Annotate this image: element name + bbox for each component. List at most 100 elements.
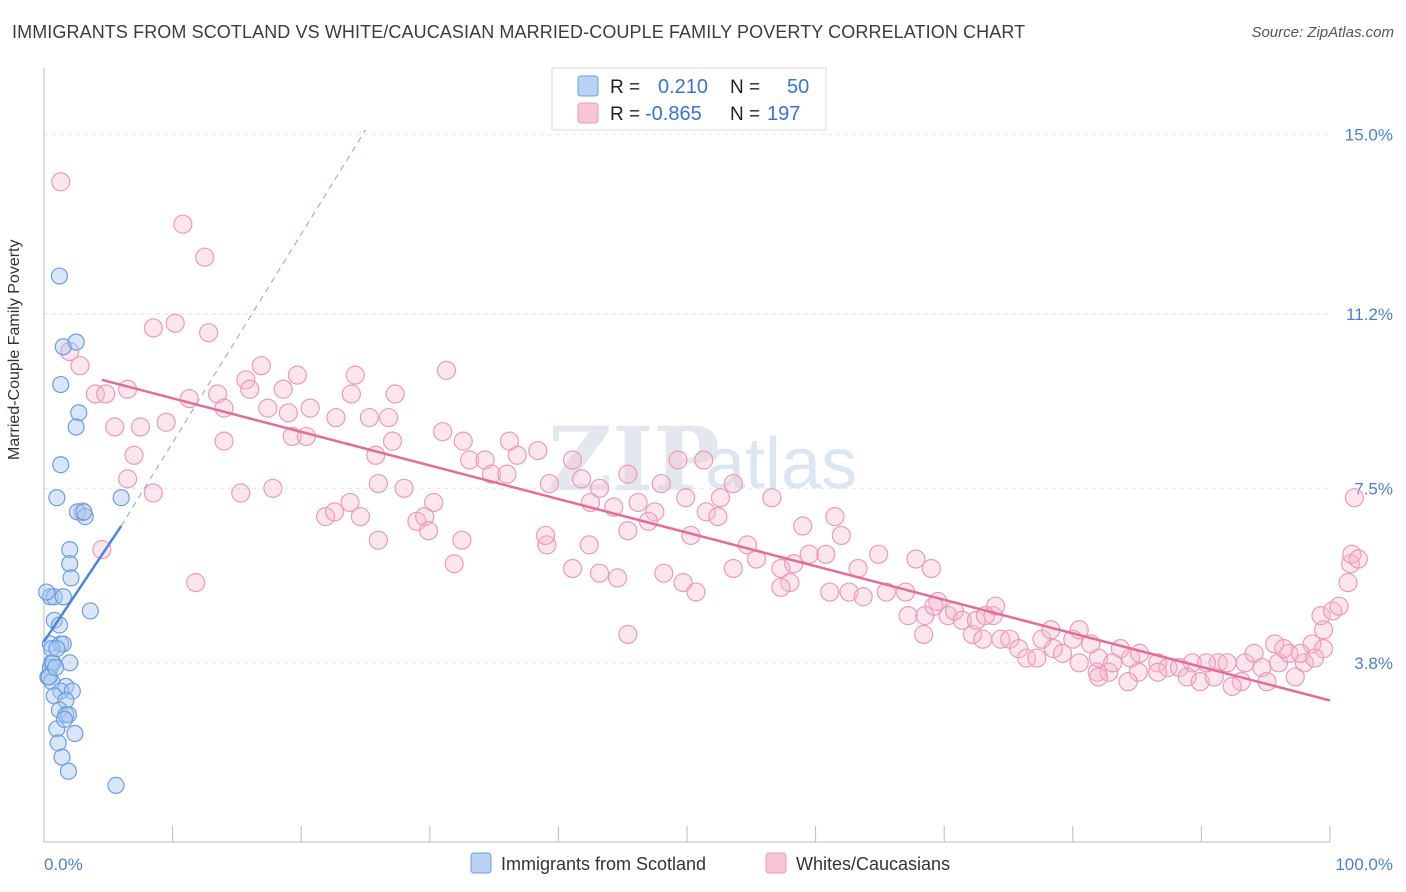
white-point-99 — [825, 506, 845, 527]
white-point-136 — [723, 558, 743, 579]
white-point-41 — [481, 464, 502, 484]
white-point-69 — [316, 506, 336, 527]
white-point-159 — [1217, 653, 1237, 673]
scotland-point-18 — [81, 602, 99, 620]
white-point-30 — [105, 417, 125, 437]
watermark-atlas: atlas — [705, 424, 857, 504]
scotland-point-43 — [59, 762, 78, 780]
white-point-104 — [839, 582, 859, 602]
white-point-181 — [1311, 606, 1331, 626]
white-point-15 — [240, 379, 260, 399]
scotland-point-0 — [50, 267, 69, 285]
white-point-57 — [676, 488, 696, 508]
white-point-142 — [618, 624, 638, 645]
white-point-147 — [1088, 648, 1109, 668]
white-point-19 — [278, 403, 298, 423]
series-legend-label-white: Whites/Caucasians — [796, 854, 950, 874]
white-point-61 — [694, 450, 714, 470]
white-point-73 — [368, 473, 388, 494]
white-point-47 — [562, 450, 583, 470]
white-point-140 — [618, 521, 638, 541]
scotland-point-48 — [55, 710, 74, 728]
white-point-66 — [143, 483, 163, 503]
white-point-23 — [341, 384, 361, 404]
white-point-2 — [195, 247, 215, 267]
white-point-39 — [460, 450, 480, 470]
white-point-190 — [1118, 672, 1138, 692]
white-point-64 — [124, 445, 144, 465]
white-point-68 — [263, 478, 283, 498]
white-point-72 — [350, 506, 370, 527]
white-point-7 — [70, 356, 90, 376]
white-point-70 — [325, 502, 345, 522]
white-point-178 — [1290, 643, 1311, 663]
white-point-12 — [208, 384, 228, 404]
x-tick-label-1: 100.0% — [1335, 855, 1393, 874]
white-point-80 — [368, 530, 388, 550]
white-point-93 — [771, 558, 791, 579]
white-point-167 — [1294, 653, 1314, 673]
scotland-point-14 — [62, 569, 80, 587]
y-tick-label-1: 7.5% — [1354, 479, 1393, 498]
scotland-point-1 — [54, 338, 72, 356]
legend-n-value-scotland: 50 — [787, 76, 809, 98]
white-point-44 — [499, 431, 520, 451]
white-point-174 — [1222, 676, 1242, 696]
legend-n-label-scotland: N = — [730, 77, 760, 98]
white-point-17 — [258, 398, 278, 418]
scotland-point-45 — [40, 668, 58, 686]
white-point-63 — [762, 488, 782, 508]
white-point-90 — [708, 506, 728, 527]
scotland-point-7 — [48, 489, 66, 507]
white-point-71 — [340, 492, 360, 513]
white-point-118 — [973, 629, 993, 649]
trend-lines — [42, 129, 1331, 702]
stats-legend: R = 0.210 N = 50 R = -0.865 N = 197 — [551, 67, 827, 131]
white-point-100 — [831, 525, 851, 546]
white-point-9 — [85, 384, 106, 404]
white-point-116 — [962, 624, 983, 645]
legend-n-value-white: 197 — [767, 103, 800, 125]
scotland-point-46 — [46, 658, 65, 677]
white-point-115 — [952, 610, 972, 630]
white-point-138 — [607, 568, 628, 588]
scotland-point-2 — [67, 333, 85, 351]
scotland-point-49 — [37, 583, 56, 601]
white-point-21 — [300, 398, 320, 418]
scotland-point-6 — [52, 456, 70, 474]
white-point-29 — [433, 422, 453, 442]
legend-r-value-scotland: 0.210 — [658, 76, 708, 98]
white-point-184 — [1338, 573, 1358, 593]
scotland-point-17 — [54, 588, 72, 606]
white-point-38 — [453, 431, 473, 451]
white-point-54 — [651, 473, 671, 494]
scotland-trend-extension — [120, 129, 367, 527]
white-point-42 — [497, 464, 517, 484]
white-point-53 — [628, 492, 648, 513]
legend-r-label-scotland: R = — [610, 77, 640, 98]
white-point-31 — [130, 417, 151, 437]
white-point-4 — [165, 313, 185, 333]
series-legend-swatch-white — [765, 852, 787, 874]
white-point-107 — [906, 549, 926, 569]
white-point-84 — [186, 573, 206, 593]
white-point-77 — [424, 492, 444, 513]
scotland-point-11 — [75, 503, 93, 521]
legend-n-label-white: N = — [730, 104, 760, 125]
legend-swatch-white — [577, 102, 599, 124]
white-point-26 — [379, 407, 399, 428]
white-point-191 — [1103, 653, 1123, 673]
scotland-point-44 — [107, 776, 125, 795]
white-point-48 — [571, 469, 592, 489]
watermark: ZIP atlas — [548, 407, 857, 511]
white-point-112 — [914, 624, 934, 645]
x-tick-labels: 0.0% 100.0% — [44, 855, 1393, 874]
white-point-143 — [535, 525, 556, 546]
y-tick-label-0: 3.8% — [1354, 654, 1393, 673]
scotland-point-8 — [112, 489, 130, 507]
white-point-55 — [668, 450, 688, 470]
white-point-60 — [710, 488, 731, 508]
white-point-137 — [686, 582, 706, 602]
white-point-155 — [1177, 667, 1197, 687]
scotland-trend-line — [42, 525, 123, 643]
